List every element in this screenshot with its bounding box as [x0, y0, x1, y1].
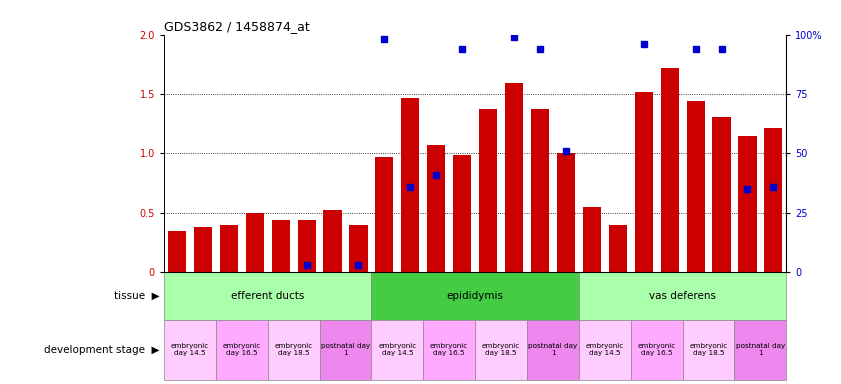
Bar: [609, 225, 627, 272]
Bar: [453, 154, 471, 272]
Bar: [557, 153, 575, 272]
Text: embryonic
day 16.5: embryonic day 16.5: [637, 343, 676, 356]
Bar: [660, 68, 679, 272]
Bar: [764, 128, 782, 272]
Bar: [479, 109, 497, 272]
Bar: [216, 319, 267, 380]
Text: development stage  ▶: development stage ▶: [45, 345, 160, 355]
Text: GDS3862 / 1458874_at: GDS3862 / 1458874_at: [164, 20, 309, 33]
Bar: [712, 116, 731, 272]
Bar: [505, 83, 523, 272]
Text: postnatal day
1: postnatal day 1: [736, 343, 785, 356]
Text: vas deferens: vas deferens: [649, 291, 717, 301]
Bar: [298, 220, 315, 272]
Text: embryonic
day 14.5: embryonic day 14.5: [585, 343, 624, 356]
Bar: [267, 319, 320, 380]
Bar: [320, 319, 372, 380]
Bar: [324, 210, 341, 272]
Bar: [164, 272, 372, 319]
Bar: [734, 319, 786, 380]
Bar: [372, 272, 579, 319]
Bar: [423, 319, 475, 380]
Text: embryonic
day 18.5: embryonic day 18.5: [690, 343, 727, 356]
Bar: [168, 230, 186, 272]
Bar: [349, 225, 368, 272]
Bar: [272, 220, 290, 272]
Bar: [401, 98, 420, 272]
Text: postnatal day
1: postnatal day 1: [528, 343, 578, 356]
Text: epididymis: epididymis: [447, 291, 504, 301]
Bar: [631, 319, 683, 380]
Text: embryonic
day 18.5: embryonic day 18.5: [274, 343, 313, 356]
Bar: [579, 272, 786, 319]
Text: embryonic
day 16.5: embryonic day 16.5: [430, 343, 468, 356]
Bar: [220, 225, 238, 272]
Bar: [475, 319, 527, 380]
Bar: [635, 92, 653, 272]
Text: efferent ducts: efferent ducts: [231, 291, 304, 301]
Bar: [372, 319, 423, 380]
Bar: [683, 319, 734, 380]
Bar: [579, 319, 631, 380]
Text: embryonic
day 14.5: embryonic day 14.5: [378, 343, 416, 356]
Bar: [375, 157, 394, 272]
Text: embryonic
day 18.5: embryonic day 18.5: [482, 343, 521, 356]
Bar: [583, 207, 601, 272]
Bar: [686, 101, 705, 272]
Text: postnatal day
1: postnatal day 1: [321, 343, 370, 356]
Bar: [738, 136, 757, 272]
Bar: [164, 319, 216, 380]
Bar: [246, 213, 264, 272]
Bar: [427, 145, 446, 272]
Text: tissue  ▶: tissue ▶: [114, 291, 160, 301]
Bar: [193, 227, 212, 272]
Bar: [527, 319, 579, 380]
Bar: [531, 109, 549, 272]
Text: embryonic
day 16.5: embryonic day 16.5: [223, 343, 261, 356]
Text: embryonic
day 14.5: embryonic day 14.5: [171, 343, 209, 356]
